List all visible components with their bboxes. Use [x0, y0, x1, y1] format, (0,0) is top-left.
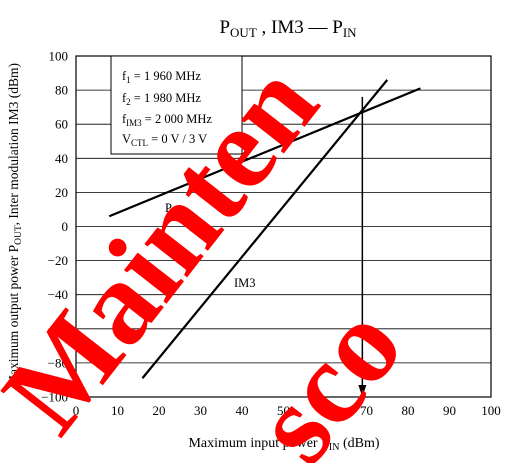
- x-axis-label: Maximum input power PIN (dBm): [188, 436, 379, 453]
- series-line-pout: [108, 87, 421, 218]
- conditions-box: f1 = 1 960 MHz f2 = 1 980 MHz fIM3 = 2 0…: [110, 55, 243, 155]
- series-lines: [108, 79, 421, 379]
- series-line-im3: [141, 79, 389, 379]
- chart-title: POUT , IM3 — PIN: [219, 17, 357, 40]
- x-tick-label: 70: [360, 403, 373, 418]
- y-tick-label: −80: [48, 355, 68, 370]
- condition-vctl: VCTL = 0 V / 3 V: [122, 132, 207, 148]
- x-tick-label: 60: [319, 403, 332, 418]
- plot-frame: [75, 55, 492, 398]
- y-axis-label: Maximum output power POUT, Inter modulat…: [6, 63, 24, 387]
- condition-fim3: fIM3 = 2 000 MHz: [122, 112, 212, 128]
- x-tick-label: 0: [73, 403, 80, 418]
- y-tick-label: −100: [41, 390, 68, 405]
- x-tick-label: 100: [481, 403, 501, 418]
- y-tick-label: 20: [55, 185, 68, 200]
- y-tick-label: −20: [48, 253, 68, 268]
- x-tick-label: 40: [236, 403, 249, 418]
- x-tick-label: 30: [194, 403, 207, 418]
- y-tick-labels: 100 80 60 40 20 0 −20 −40 −60 −80 −100: [41, 49, 68, 405]
- pin-arrow: [358, 96, 367, 397]
- y-tick-label: 60: [55, 117, 68, 132]
- condition-f2: f2 = 1 980 MHz: [122, 91, 201, 107]
- x-tick-label: 10: [111, 403, 124, 418]
- x-tick-label: 50: [277, 403, 290, 418]
- y-tick-label: −60: [48, 321, 68, 336]
- y-tick-label: 100: [49, 49, 69, 64]
- x-tick-label: 20: [153, 403, 166, 418]
- x-tick-labels: 0 10 20 30 40 50 60 70 80 90 100: [73, 403, 501, 418]
- arrow-head: [358, 385, 367, 397]
- watermark-logo: Mainten sco: [0, 40, 427, 463]
- y-tick-label: 0: [62, 219, 69, 234]
- condition-f1: f1 = 1 960 MHz: [122, 69, 201, 85]
- series-label-pout: POUT: [165, 201, 190, 217]
- y-tick-label: 40: [55, 151, 68, 166]
- y-tick-label: −40: [48, 287, 68, 302]
- series-label-im3: IM3: [234, 276, 256, 290]
- x-tick-label: 90: [443, 403, 456, 418]
- y-tick-label: 80: [55, 83, 68, 98]
- x-tick-label: 80: [402, 403, 415, 418]
